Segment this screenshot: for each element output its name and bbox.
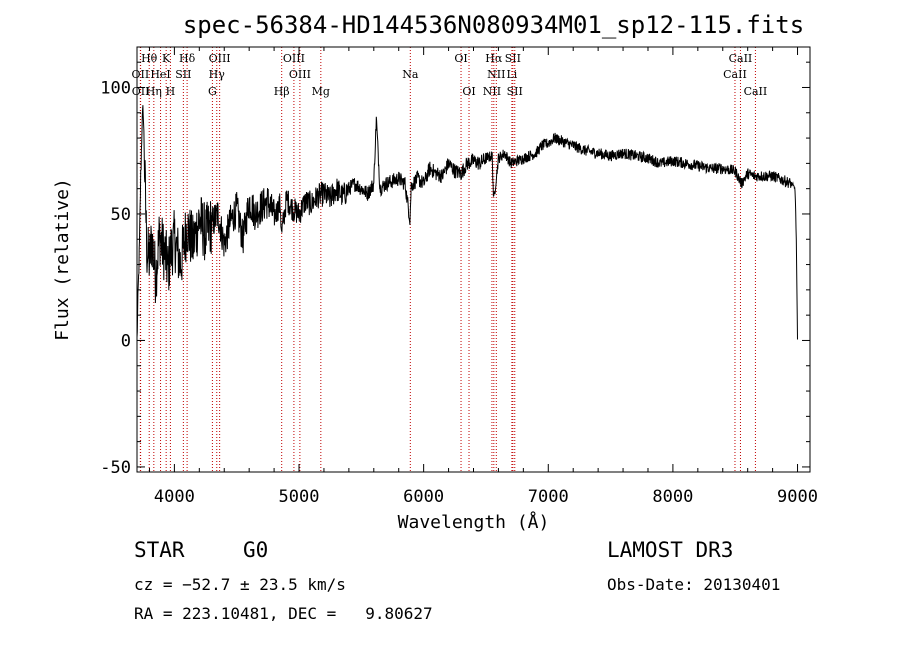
spectral-line-label: Mg	[312, 85, 330, 98]
redshift-text: cz = −52.7 ± 23.5 km/s	[134, 575, 346, 594]
spectral-line-label: NII	[487, 68, 505, 81]
spectral-line-label: CaII	[744, 85, 768, 98]
x-tick-label: 8000	[652, 487, 693, 507]
spectral-line-label: OIII	[283, 52, 305, 65]
spectral-line-label: Li	[506, 68, 517, 81]
x-tick-label: 6000	[403, 487, 444, 507]
spectral-line-label: SII	[175, 68, 191, 81]
spectral-line-label: OII	[132, 85, 150, 98]
spectral-line-label: CaII	[723, 68, 747, 81]
spectral-line-label: Hθ	[141, 52, 158, 65]
spectral-line-label: OI	[454, 52, 467, 65]
spectral-line-label: H	[166, 85, 176, 98]
spectral-line-label: OIII	[209, 52, 231, 65]
x-tick-label: 4000	[154, 487, 195, 507]
spectral-line-label: Na	[402, 68, 419, 81]
y-axis-label: Flux (relative)	[52, 178, 73, 341]
spectral-line-label: Hα	[485, 52, 503, 65]
spectral-line-label: SII	[507, 85, 523, 98]
spectral-line-label: SII	[505, 52, 521, 65]
x-tick-label: 5000	[279, 487, 320, 507]
spectral-line-label: OIII	[289, 68, 311, 81]
y-tick-label: -50	[100, 458, 131, 478]
flux-series-line	[136, 105, 798, 340]
obs-date: Obs-Date: 20130401	[607, 575, 781, 594]
spectral-line-label: Hβ	[274, 85, 290, 98]
x-axis-label: Wavelength (Å)	[398, 511, 550, 533]
object-class: STAR	[134, 538, 185, 562]
y-tick-label: 50	[111, 205, 131, 225]
y-tick-label: 0	[121, 331, 131, 351]
spectral-line-label: Hδ	[179, 52, 196, 65]
y-tick-label: 100	[100, 78, 131, 98]
spectral-line-label: Hγ	[209, 68, 226, 81]
spectral-line-label: NII	[483, 85, 501, 98]
chart-title: spec-56384-HD144536N080934M01_sp12-115.f…	[183, 11, 804, 39]
spectral-line-label: OI	[462, 85, 475, 98]
survey-name: LAMOST DR3	[607, 538, 734, 562]
spectral-line-label: K	[162, 52, 171, 65]
x-tick-label: 7000	[528, 487, 569, 507]
spectral-line-label: G	[208, 85, 217, 98]
coordinates: RA = 223.10481, DEC = 9.80627	[134, 604, 433, 623]
object-subclass: G0	[243, 538, 269, 562]
spectral-line-label: Hη	[146, 85, 162, 98]
x-tick-label: 9000	[777, 487, 818, 507]
spectral-line-label: CaII	[729, 52, 753, 65]
spectral-line-label: HeI	[150, 68, 170, 81]
plot-frame	[136, 46, 811, 473]
